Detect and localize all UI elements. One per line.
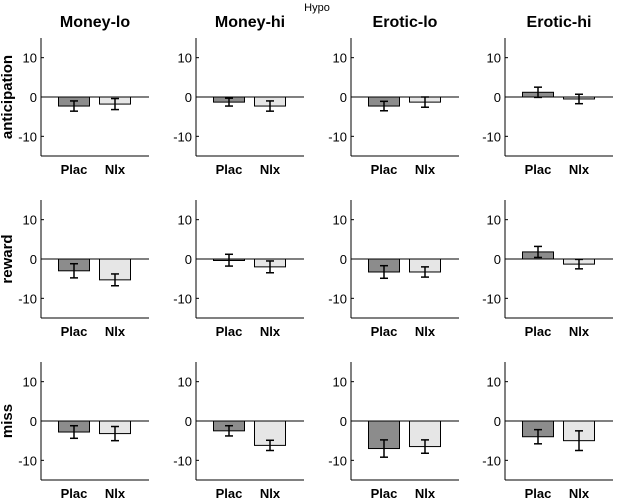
chart-panel-11: -10 0 10 Plac Nlx [328,362,459,501]
y-tick-label: 10 [23,51,37,66]
chart-panel-2: -10 0 10 Plac Nlx Money-hi [173,14,304,177]
x-tick-label: Nlx [415,324,436,339]
x-tick-label: Plac [525,162,552,177]
x-tick-label: Nlx [569,324,590,339]
x-tick-label: Nlx [105,162,126,177]
y-axis-label: anticipation [0,55,16,139]
y-tick-label: -10 [173,129,192,144]
x-tick-label: Nlx [569,486,590,501]
y-tick-label: -10 [482,129,501,144]
y-tick-label: 0 [185,90,192,105]
y-tick-label: -10 [328,129,347,144]
x-tick-label: Plac [371,162,398,177]
x-tick-label: Nlx [415,486,436,501]
x-tick-label: Plac [216,162,243,177]
x-tick-label: Plac [371,486,398,501]
x-tick-label: Plac [216,486,243,501]
y-tick-label: 0 [30,90,37,105]
y-tick-label: -10 [18,129,37,144]
chart-panel-12: -10 0 10 Plac Nlx [482,362,613,501]
y-tick-label: 0 [30,414,37,429]
chart-panel-7: -10 0 10 Plac Nlx [328,200,459,339]
y-tick-label: 10 [487,213,501,228]
chart-panel-9: -10 0 10 Plac Nlx miss [0,362,149,501]
x-tick-label: Nlx [105,486,126,501]
chart-panel-6: -10 0 10 Plac Nlx [173,200,304,339]
y-axis-label: reward [0,234,16,283]
x-tick-label: Plac [216,324,243,339]
y-tick-label: -10 [18,453,37,468]
chart-panel-5: -10 0 10 Plac Nlx reward [0,200,149,339]
panel-title: Erotic-hi [527,14,592,31]
chart-panel-1: -10 0 10 Plac Nlx Money-lo anticipation [0,14,149,177]
x-tick-label: Nlx [260,162,281,177]
y-tick-label: 0 [185,414,192,429]
y-tick-label: 10 [178,51,192,66]
y-tick-label: 10 [333,51,347,66]
y-tick-label: -10 [328,453,347,468]
y-tick-label: 0 [494,252,501,267]
x-tick-label: Plac [525,486,552,501]
y-tick-label: 0 [185,252,192,267]
x-tick-label: Nlx [569,162,590,177]
y-tick-label: 10 [333,213,347,228]
chart-panel-8: -10 0 10 Plac Nlx [482,200,613,339]
panel-title: Erotic-lo [373,14,438,31]
y-tick-label: 0 [494,90,501,105]
y-tick-label: -10 [328,291,347,306]
x-tick-label: Nlx [105,324,126,339]
x-tick-label: Plac [61,324,88,339]
x-tick-label: Nlx [260,486,281,501]
panel-title: Money-lo [60,14,130,31]
y-tick-label: 0 [30,252,37,267]
y-tick-label: -10 [482,291,501,306]
y-axis-label: miss [0,404,16,438]
chart-panel-3: -10 0 10 Plac Nlx Erotic-lo [328,14,459,177]
y-tick-label: 0 [340,90,347,105]
y-tick-label: -10 [173,291,192,306]
x-tick-label: Plac [525,324,552,339]
x-tick-label: Plac [61,162,88,177]
y-tick-label: 10 [23,375,37,390]
y-tick-label: -10 [173,453,192,468]
y-tick-label: 10 [333,375,347,390]
y-tick-label: 0 [340,414,347,429]
x-tick-label: Plac [61,486,88,501]
panel-title: Money-hi [215,14,285,31]
y-tick-label: 10 [178,213,192,228]
y-tick-label: 10 [23,213,37,228]
chart-panel-4: -10 0 10 Plac Nlx Erotic-hi [482,14,613,177]
y-tick-label: 10 [178,375,192,390]
y-tick-label: 10 [487,375,501,390]
figure-suptitle: Hypo [304,2,330,14]
x-tick-label: Plac [371,324,398,339]
y-tick-label: 0 [494,414,501,429]
y-tick-label: 10 [487,51,501,66]
chart-panel-10: -10 0 10 Plac Nlx [173,362,304,501]
x-tick-label: Nlx [260,324,281,339]
y-tick-label: -10 [18,291,37,306]
y-tick-label: 0 [340,252,347,267]
x-tick-label: Nlx [415,162,436,177]
y-tick-label: -10 [482,453,501,468]
